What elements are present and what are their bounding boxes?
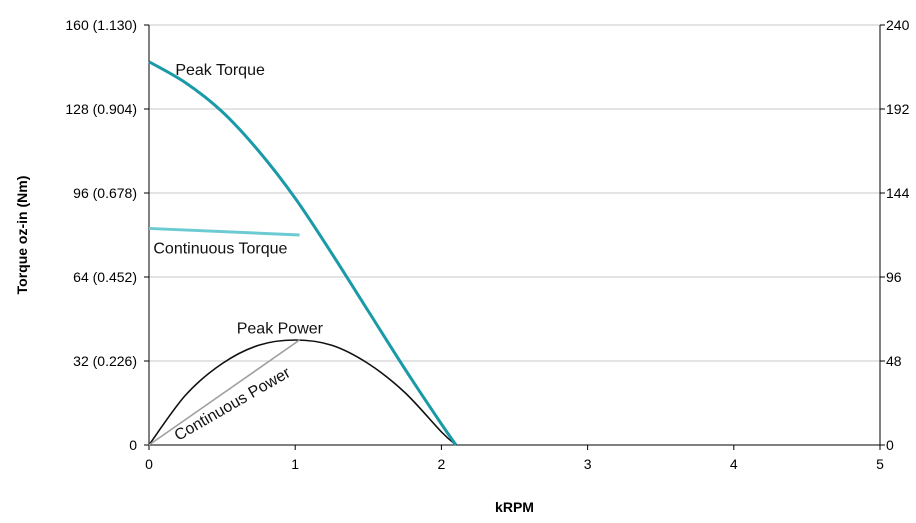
left-tick-label-128: 128 (0.904) [65,101,137,117]
left-tick-label-0: 0 [129,437,137,453]
series-line-continuous-power [148,339,301,446]
y-axis-title: Torque oz-in (Nm) [14,176,30,295]
left-tick-label-160: 160 (1.130) [65,17,137,33]
annotation-continuous-power: Continuous Power [172,364,294,444]
left-tick-label-32: 32 (0.226) [73,353,137,369]
x-tick-label-2: 2 [438,456,446,472]
gridlines [149,24,880,362]
right-tick-label-48: 48 [886,353,902,369]
series-line-continuous-torque [148,226,300,237]
axes [148,25,881,446]
series-line-peak-power [148,339,457,446]
series-lines [148,60,458,446]
annotation-peak-power: Peak Power [237,320,324,337]
right-tick-label-240: 240 [886,17,910,33]
x-axis-title: kRPM [495,499,534,515]
x-tick-label-1: 1 [291,456,299,472]
x-tick-label-4: 4 [730,456,738,472]
x-tick-label-0: 0 [145,456,153,472]
series-annotations: Peak Torque Continuous Torque Peak Power Co… [153,62,323,445]
tick-marks-and-labels: 0 32 (0.226) 64 (0.452) 96 (0.678) 128 (0.90… [65,17,909,472]
annotation-continuous-torque: Continuous Torque [153,240,287,257]
left-tick-label-64: 64 (0.452) [73,269,137,285]
x-tick-label-3: 3 [584,456,592,472]
annotation-peak-torque: Peak Torque [175,62,265,79]
left-tick-label-96: 96 (0.678) [73,185,137,201]
right-tick-label-192: 192 [886,101,910,117]
right-tick-label-0: 0 [886,437,894,453]
x-tick-label-5: 5 [876,456,884,472]
right-tick-label-96: 96 [886,269,902,285]
series-line-peak-torque [148,60,458,446]
right-tick-label-144: 144 [886,185,910,201]
